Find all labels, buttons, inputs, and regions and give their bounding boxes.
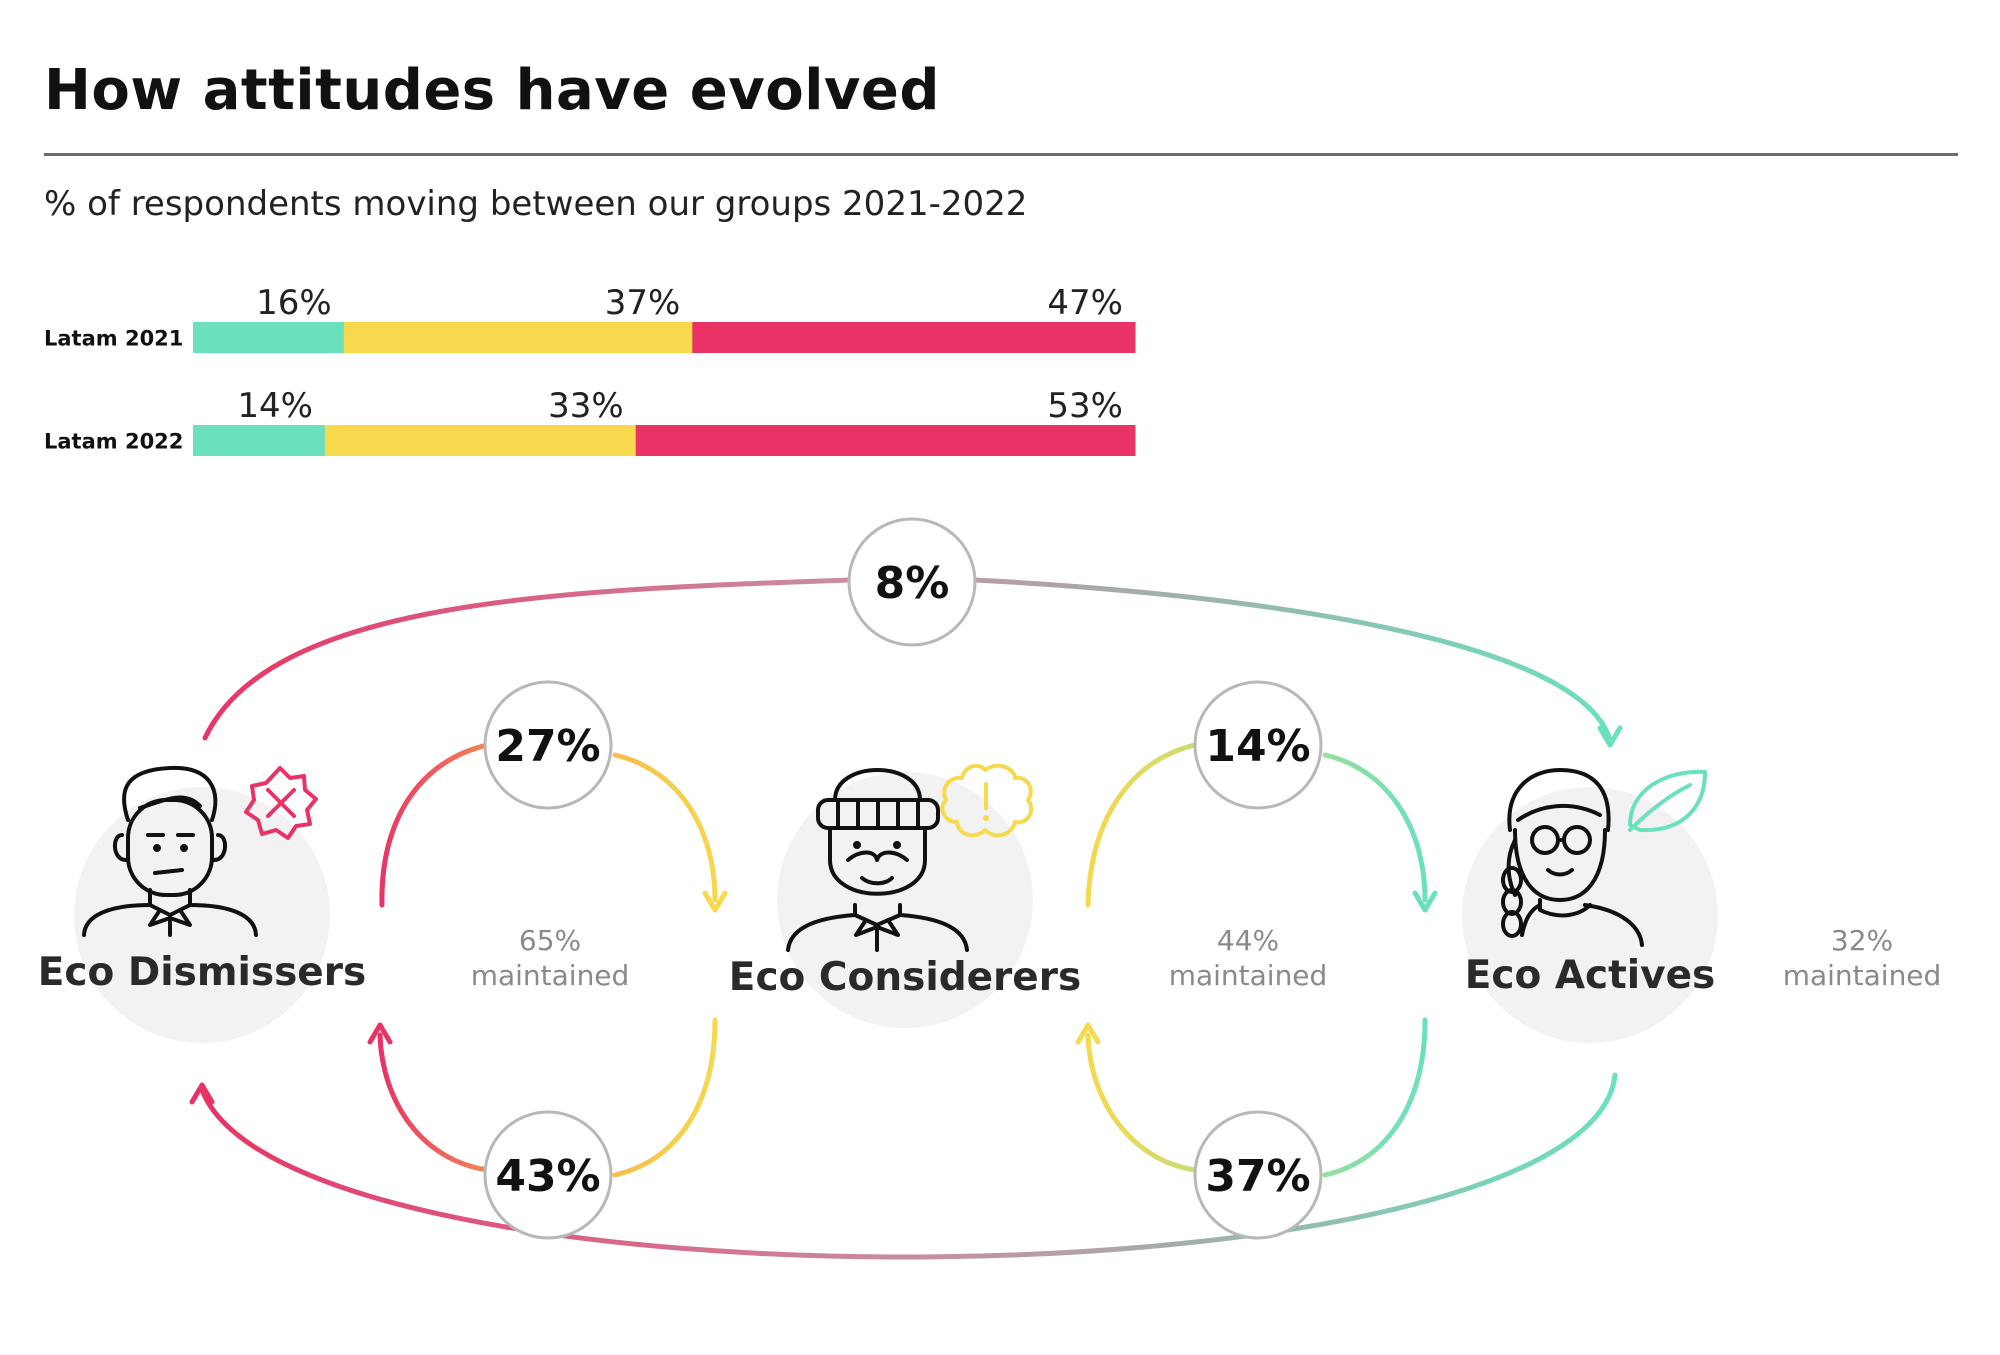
arrowhead-to-dismissers-left bbox=[367, 1022, 393, 1045]
bar-segment-value-label: 33% bbox=[548, 386, 624, 426]
bubble-circle bbox=[483, 680, 613, 810]
maintained-value-dismissers: 65% bbox=[519, 924, 581, 957]
woman-glasses-braid-icon bbox=[1501, 768, 1644, 947]
man-avatar-icon bbox=[82, 765, 258, 937]
page-title: How attitudes have evolved bbox=[44, 58, 940, 123]
arrowhead-to-considerers-left bbox=[702, 890, 728, 913]
maintained-label-dismissers: maintained bbox=[471, 959, 630, 992]
group-name-considerers: Eco Considerers bbox=[729, 955, 1081, 1000]
bubble-circle bbox=[1193, 1110, 1323, 1240]
flow-bubble-dismissers-to-actives: 8% bbox=[847, 517, 977, 647]
dismissers-avatar-background bbox=[74, 787, 330, 1043]
group-name-dismissers: Eco Dismissers bbox=[38, 950, 366, 995]
flow-arcs bbox=[199, 577, 1618, 1260]
flow-arc-actives-to-dismissers bbox=[199, 1072, 1618, 1260]
bar-segment-3 bbox=[692, 322, 1136, 353]
bar-segment-1 bbox=[193, 425, 326, 456]
bubble-circle bbox=[1193, 680, 1323, 810]
flow-value: 37% bbox=[1205, 1151, 1310, 1202]
bar-segment-1 bbox=[193, 322, 345, 353]
leaf-icon bbox=[1628, 769, 1707, 833]
x-badge-icon bbox=[244, 766, 318, 840]
arrowhead-to-dismissers-bottom bbox=[189, 1082, 215, 1105]
maintained-label-actives: maintained bbox=[1783, 959, 1942, 992]
flow-arc-considerers-to-actives bbox=[1085, 742, 1428, 908]
chart-subtitle: % of respondents moving between our grou… bbox=[44, 184, 1028, 224]
flow-value: 14% bbox=[1205, 721, 1310, 772]
flow-arc-dismissers-to-considerers bbox=[379, 742, 718, 908]
bar-segment-value-label: 47% bbox=[1047, 283, 1123, 323]
title-divider bbox=[44, 153, 1958, 156]
flow-bubble-dismissers-to-considerers: 27% bbox=[483, 680, 613, 810]
stacked-bar-chart: Latam 2021 16% 37% 47% Latam 2022 14% 33% 53% bbox=[44, 283, 1136, 456]
group-name-actives: Eco Actives bbox=[1465, 953, 1716, 998]
flow-bubble-actives-to-considerers: 37% bbox=[1193, 1110, 1323, 1240]
bar-segment-value-label: 53% bbox=[1047, 386, 1123, 426]
maintained-value-considerers: 44% bbox=[1217, 924, 1279, 957]
bar-segment-value-label: 37% bbox=[605, 283, 681, 323]
bubble-circle bbox=[847, 517, 977, 647]
bubble-circle bbox=[483, 1110, 613, 1240]
bar-segment-3 bbox=[635, 425, 1136, 456]
flow-value: 8% bbox=[875, 558, 950, 609]
flow-value: 27% bbox=[495, 721, 600, 772]
bearded-man-beanie-icon bbox=[786, 768, 969, 952]
exclamation-badge-icon bbox=[940, 763, 1034, 838]
flow-bubble-considerers-to-actives: 14% bbox=[1193, 680, 1323, 810]
bar-segment-2 bbox=[343, 322, 693, 353]
actives-avatar-background bbox=[1462, 787, 1718, 1043]
bar-segment-value-label: 14% bbox=[237, 386, 313, 426]
flow-arc-actives-to-considerers bbox=[1085, 1017, 1428, 1178]
flow-arc-dismissers-to-actives bbox=[202, 577, 1613, 743]
flow-bubble-considerers-to-dismissers: 43% bbox=[483, 1110, 613, 1240]
flow-arc-considerers-to-dismissers bbox=[377, 1017, 718, 1178]
flow-value: 43% bbox=[495, 1151, 600, 1202]
bar-row-label: Latam 2021 bbox=[44, 327, 183, 351]
bar-segment-2 bbox=[324, 425, 637, 456]
arrowhead-to-actives-right bbox=[1412, 890, 1438, 913]
bar-row-label: Latam 2022 bbox=[44, 430, 183, 454]
arrowhead-to-actives-top bbox=[1597, 725, 1623, 748]
flow-arrowheads bbox=[189, 725, 1623, 1105]
arrowhead-to-considerers-right bbox=[1075, 1022, 1101, 1045]
maintained-label-considerers: maintained bbox=[1169, 959, 1328, 992]
maintained-value-actives: 32% bbox=[1831, 924, 1893, 957]
bar-segment-value-label: 16% bbox=[256, 283, 332, 323]
